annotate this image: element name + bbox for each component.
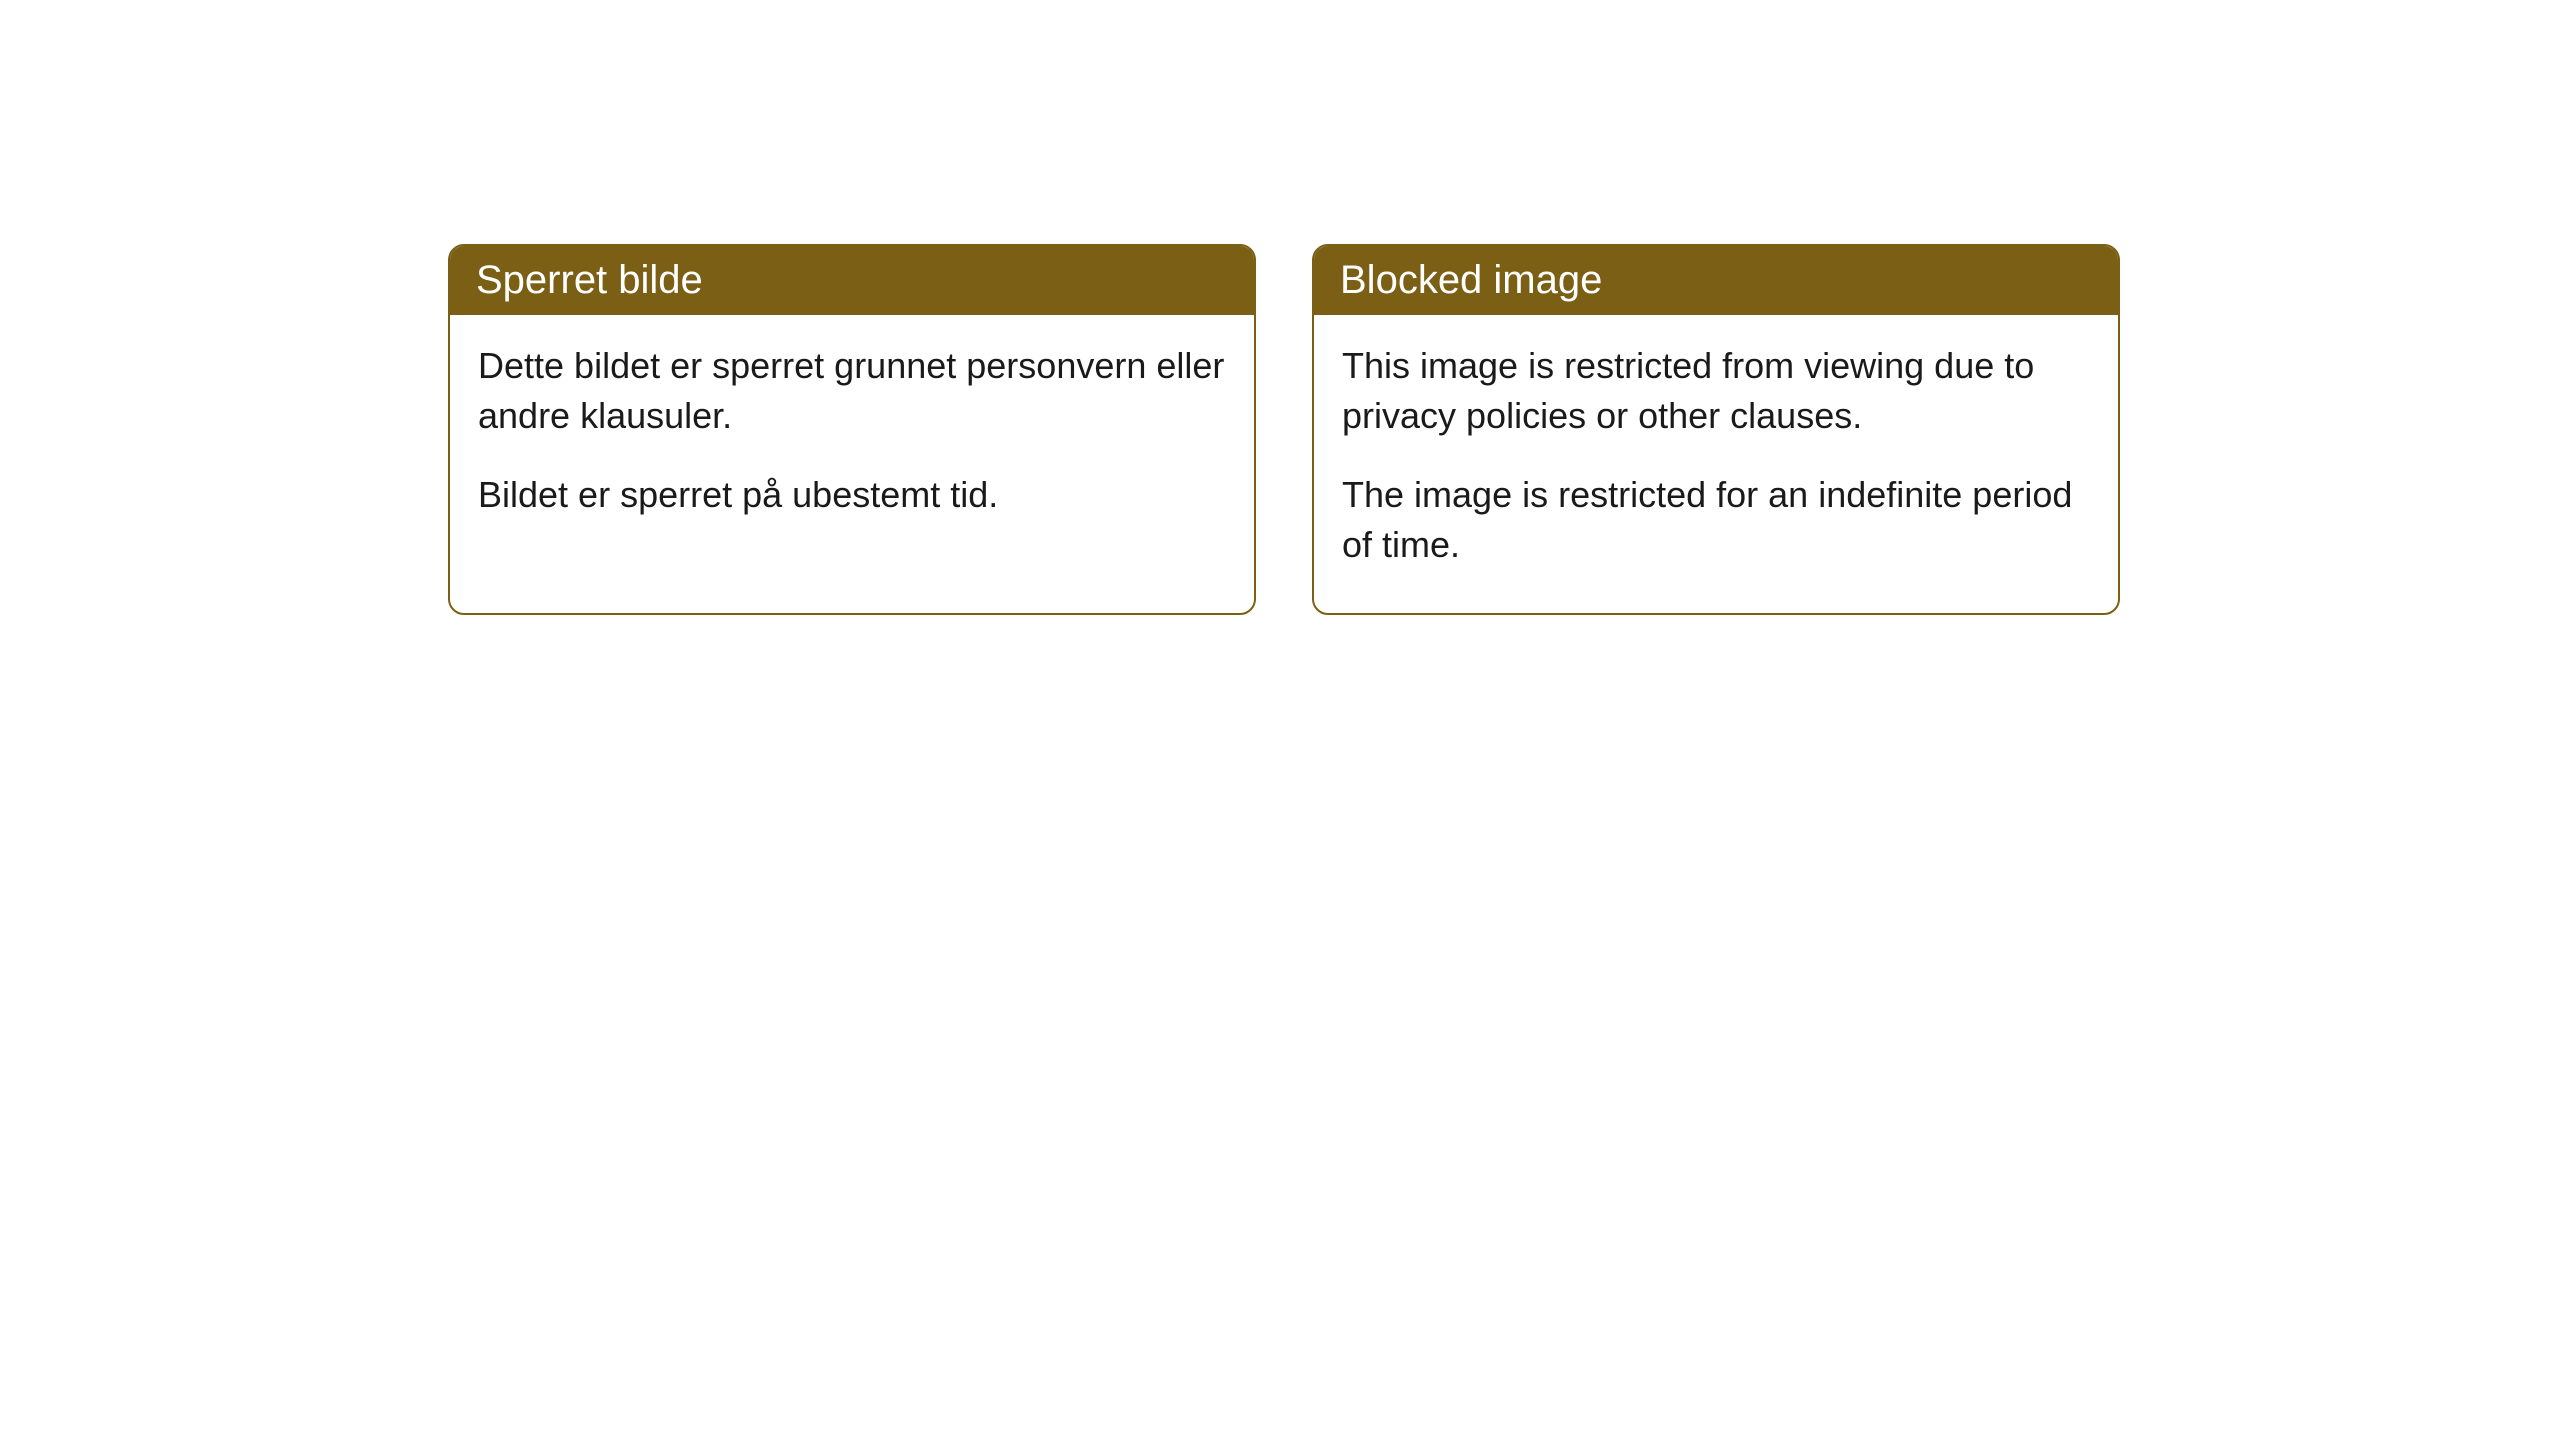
card-header-english: Blocked image bbox=[1314, 246, 2118, 315]
card-norwegian: Sperret bilde Dette bildet er sperret gr… bbox=[448, 244, 1256, 615]
card-header-norwegian: Sperret bilde bbox=[450, 246, 1254, 315]
cards-container: Sperret bilde Dette bildet er sperret gr… bbox=[0, 0, 2560, 615]
card-paragraph: The image is restricted for an indefinit… bbox=[1342, 470, 2090, 571]
card-english: Blocked image This image is restricted f… bbox=[1312, 244, 2120, 615]
card-paragraph: Dette bildet er sperret grunnet personve… bbox=[478, 341, 1226, 442]
card-paragraph: This image is restricted from viewing du… bbox=[1342, 341, 2090, 442]
card-paragraph: Bildet er sperret på ubestemt tid. bbox=[478, 470, 1226, 520]
card-body-english: This image is restricted from viewing du… bbox=[1314, 315, 2118, 613]
card-body-norwegian: Dette bildet er sperret grunnet personve… bbox=[450, 315, 1254, 562]
